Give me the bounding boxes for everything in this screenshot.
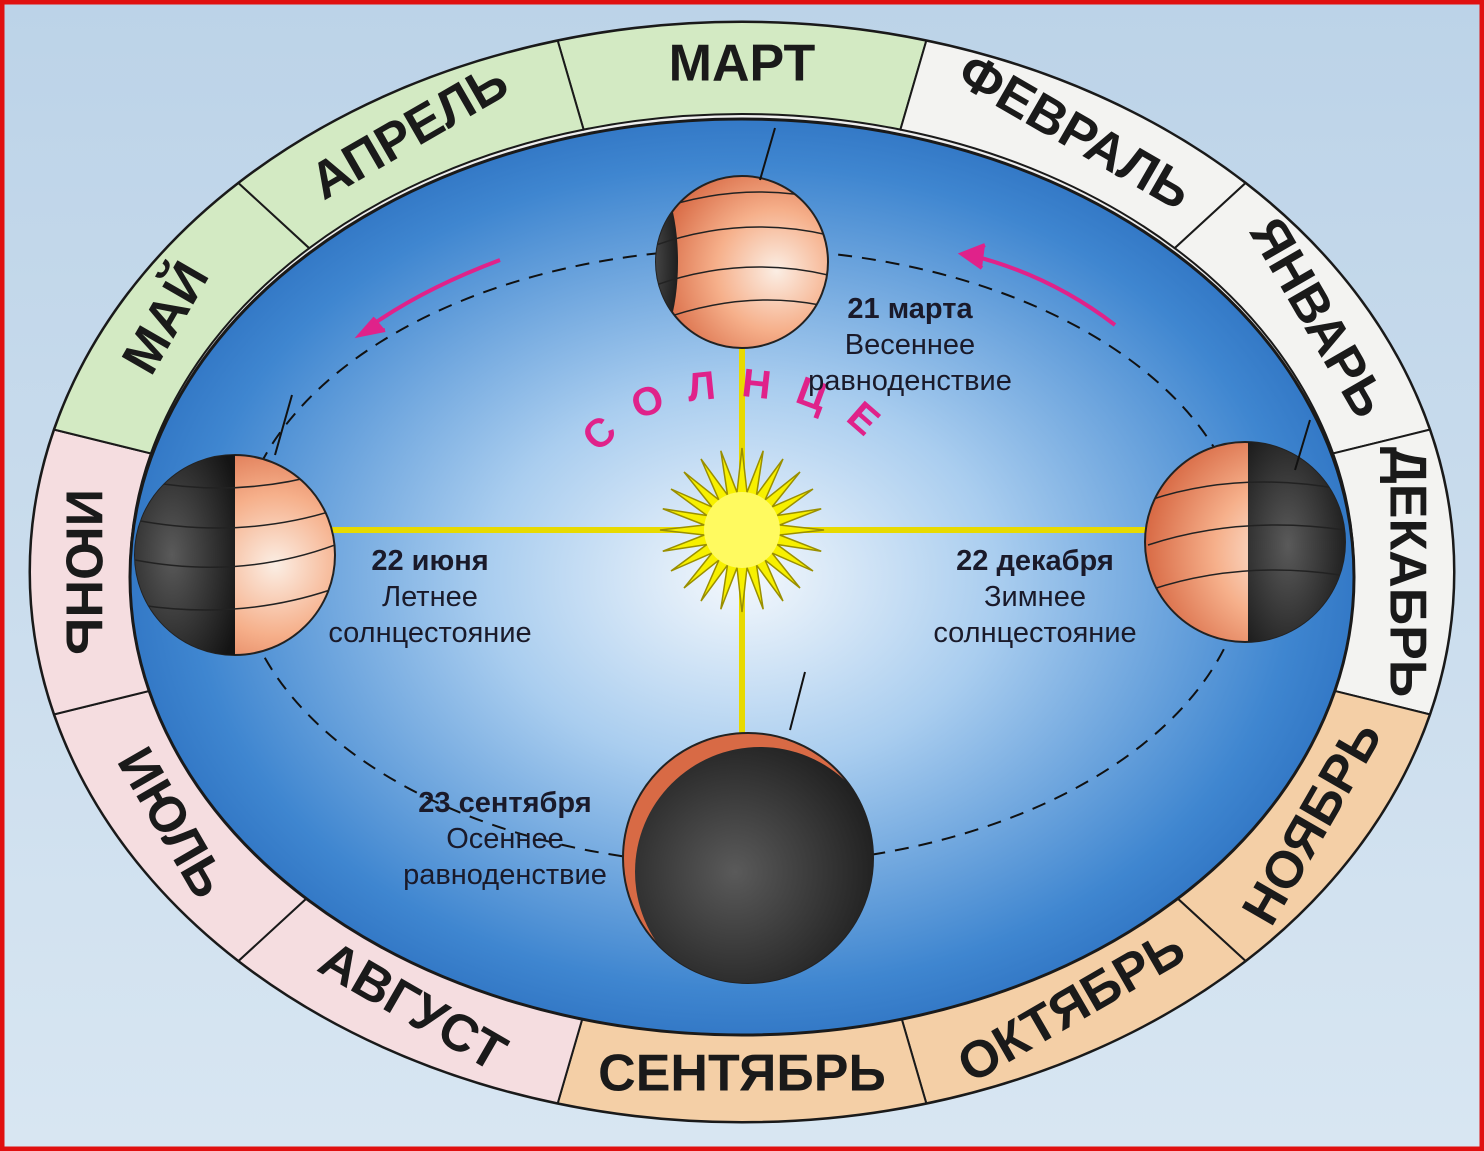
- event-description: равноденствие: [808, 365, 1012, 397]
- event-description: солнцестояние: [933, 617, 1136, 649]
- event-date: 22 июня: [371, 545, 488, 577]
- event-date: 21 марта: [847, 293, 973, 325]
- month-label: МАРТ: [669, 35, 816, 93]
- event-description: Летнее: [382, 581, 478, 613]
- event-date: 23 сентября: [418, 787, 591, 819]
- month-label: ДЕКАБРЬ: [1378, 447, 1436, 697]
- diagram: МАРТФЕВРАЛЬЯНВАРЬДЕКАБРЬНОЯБРЬОКТЯБРЬСЕН…: [0, 0, 1484, 1151]
- event-description: Весеннее: [845, 329, 975, 361]
- month-label: СЕНТЯБРЬ: [598, 1045, 886, 1103]
- sun-core: [704, 492, 780, 568]
- event-description: Осеннее: [446, 823, 563, 855]
- event-description: Зимнее: [984, 581, 1086, 613]
- month-label: ИЮНЬ: [54, 489, 112, 655]
- event-date: 22 декабря: [956, 545, 1114, 577]
- event-description: равноденствие: [403, 859, 607, 891]
- event-description: солнцестояние: [328, 617, 531, 649]
- sun: [660, 448, 824, 612]
